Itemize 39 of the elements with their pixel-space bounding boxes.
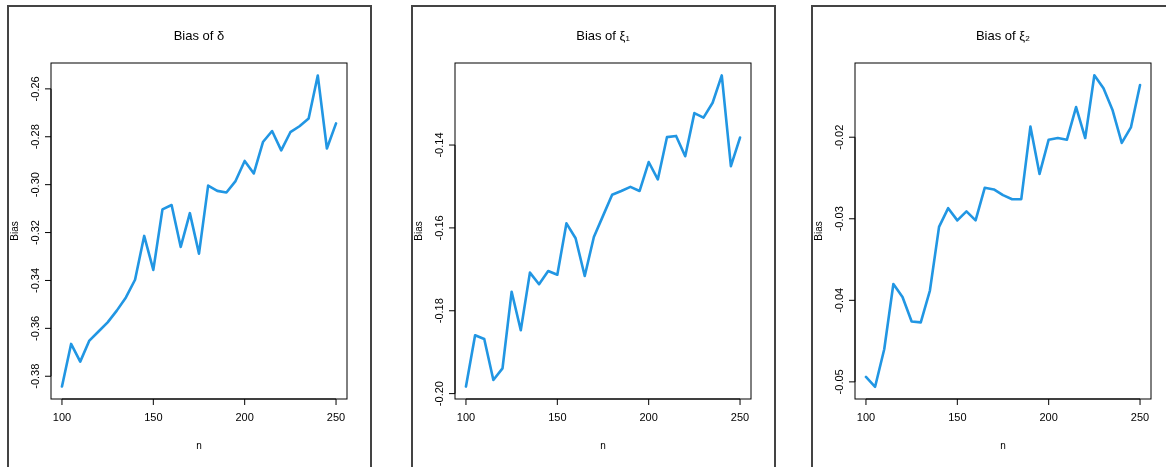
y-tick-label: -0.16 <box>433 215 445 241</box>
y-tick-label: -0.14 <box>433 132 445 158</box>
x-tick-label: 150 <box>548 411 567 423</box>
y-tick-label: -0.05 <box>833 369 845 395</box>
y-tick-label: -0.18 <box>433 298 445 324</box>
x-tick-label: 150 <box>948 411 967 423</box>
x-tick-label: 100 <box>456 411 476 423</box>
y-tick-label: -0.20 <box>433 381 445 407</box>
x-tick-label: 150 <box>144 411 163 423</box>
line-series <box>464 74 742 388</box>
y-tick-label: -0.30 <box>29 172 41 198</box>
y-axis-title: Bias <box>413 221 424 241</box>
y-tick-label: -0.36 <box>29 315 41 341</box>
chart-title: Bias of ξ₁ <box>576 28 631 43</box>
x-tick-label: 200 <box>639 411 658 423</box>
y-tick-label: -0.34 <box>29 267 41 293</box>
x-axis-title: n <box>1000 440 1006 451</box>
line-series <box>60 74 338 388</box>
y-tick-label: -0.32 <box>29 220 41 246</box>
x-tick-label: 250 <box>1130 411 1150 423</box>
y-axis-title: Bias <box>813 221 824 241</box>
y-tick-label: -0.28 <box>29 124 41 150</box>
y-tick-label: -0.38 <box>29 363 41 389</box>
y-axis-title: Bias <box>9 221 20 241</box>
line-series <box>864 73 1142 389</box>
x-tick-label: 100 <box>856 411 876 423</box>
x-axis-title: n <box>196 440 202 451</box>
x-tick-label: 250 <box>730 411 750 423</box>
x-tick-label: 100 <box>52 411 72 423</box>
y-tick-label: -0.26 <box>29 76 41 102</box>
chart-title: Bias of δ <box>173 28 225 43</box>
y-tick-label: -0.04 <box>833 287 845 313</box>
x-tick-label: 200 <box>1039 411 1058 423</box>
x-axis-title: n <box>600 440 606 451</box>
y-tick-label: -0.02 <box>833 124 845 150</box>
chart-title: Bias of ξ₂ <box>975 28 1031 43</box>
x-tick-label: 250 <box>326 411 346 423</box>
y-tick-label: -0.03 <box>833 206 845 232</box>
x-tick-label: 200 <box>235 411 254 423</box>
